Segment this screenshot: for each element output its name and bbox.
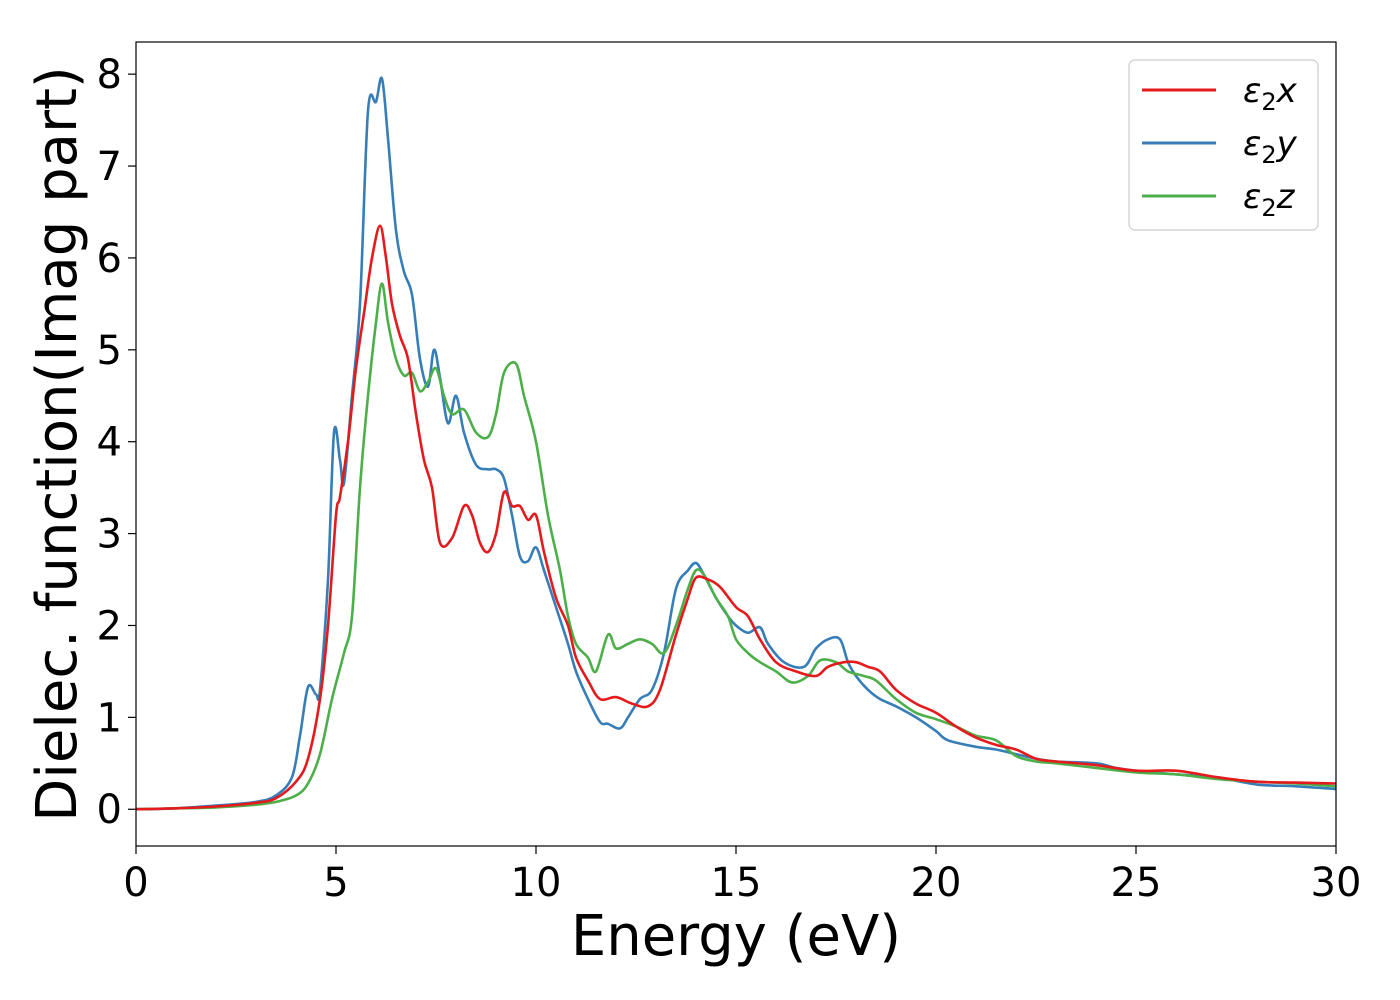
x-axis-title: Energy (eV) — [571, 904, 901, 969]
y-tick-label: 7 — [97, 144, 122, 190]
x-tick-label: 20 — [911, 860, 962, 906]
x-tick-label: 5 — [323, 860, 348, 906]
y-tick-label: 5 — [97, 328, 122, 374]
y-tick-label: 8 — [97, 52, 122, 98]
legend-box — [1128, 59, 1319, 231]
y-tick-label: 1 — [97, 695, 122, 741]
x-tick-label: 0 — [123, 860, 148, 906]
x-tick-label: 25 — [1111, 860, 1162, 906]
y-tick-label: 0 — [97, 787, 122, 833]
legend-label-x: ε2x — [1243, 71, 1298, 116]
legend-label-z: ε2z — [1243, 177, 1296, 222]
legend-label-y: ε2y — [1243, 124, 1298, 169]
x-tick-label: 15 — [711, 860, 762, 906]
y-tick-label: 2 — [97, 603, 122, 649]
x-tick-label: 30 — [1311, 860, 1362, 906]
y-tick-label: 3 — [97, 512, 122, 558]
x-tick-label: 10 — [511, 860, 562, 906]
series-line-z — [135, 282, 1337, 811]
y-axis-title: Dielec. function(Imag part) — [25, 66, 90, 822]
y-axis-ticks: 0 1 2 3 4 5 6 7 8 — [97, 52, 136, 833]
y-tick-label: 6 — [97, 236, 122, 282]
y-tick-label: 4 — [97, 420, 122, 466]
x-axis-ticks: 0 5 10 15 20 25 30 — [123, 846, 1361, 906]
series-lines — [135, 76, 1337, 811]
legend: ε2x ε2y ε2z — [1128, 59, 1319, 231]
series-line-x — [135, 224, 1337, 811]
